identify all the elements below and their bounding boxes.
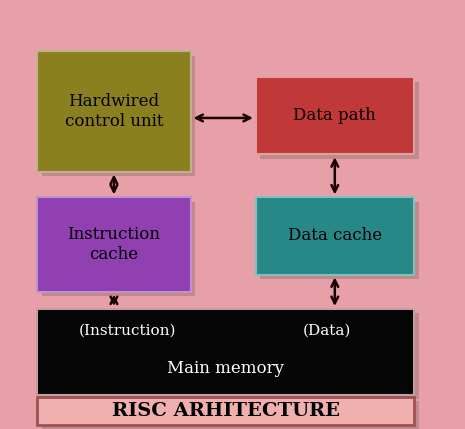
FancyBboxPatch shape	[260, 202, 418, 279]
FancyBboxPatch shape	[42, 56, 195, 176]
Text: Data path: Data path	[293, 107, 376, 124]
FancyBboxPatch shape	[42, 313, 419, 399]
Text: Instruction
cache: Instruction cache	[67, 226, 160, 263]
Text: (Instruction): (Instruction)	[79, 323, 177, 337]
FancyBboxPatch shape	[37, 197, 191, 292]
Text: Data cache: Data cache	[288, 227, 382, 245]
FancyBboxPatch shape	[256, 197, 414, 275]
Text: RISC ARHITECTURE: RISC ARHITECTURE	[112, 402, 339, 420]
FancyBboxPatch shape	[37, 51, 191, 172]
FancyBboxPatch shape	[37, 309, 414, 395]
FancyBboxPatch shape	[256, 77, 414, 154]
Text: (Data): (Data)	[302, 323, 351, 337]
FancyBboxPatch shape	[37, 397, 414, 425]
Text: Hardwired
control unit: Hardwired control unit	[65, 93, 163, 130]
Text: Main memory: Main memory	[167, 360, 284, 378]
FancyBboxPatch shape	[42, 202, 195, 296]
FancyBboxPatch shape	[42, 401, 419, 429]
FancyBboxPatch shape	[260, 82, 418, 159]
